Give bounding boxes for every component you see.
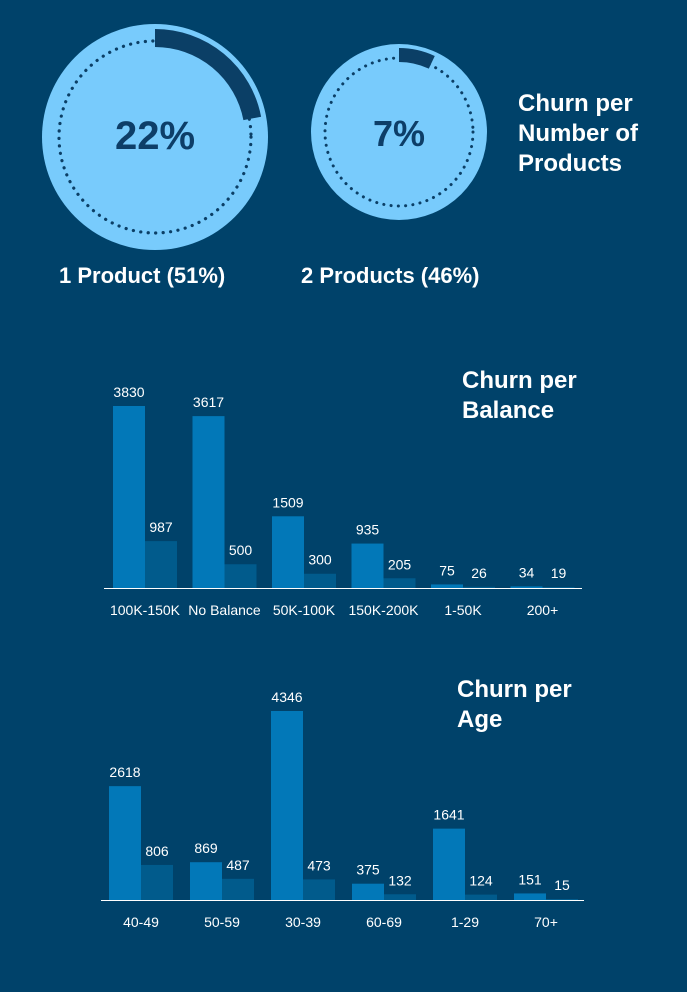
balance-bar-150k-200k-s1 bbox=[351, 543, 384, 588]
balance-bar-100k-150k-s1 bbox=[113, 406, 145, 588]
balance-tick-label: 150K-200K bbox=[348, 602, 419, 618]
age-data-label: 375 bbox=[356, 862, 380, 878]
balance-bar-1-50k-s1 bbox=[431, 584, 463, 588]
gauge-1-product: 22% bbox=[38, 23, 272, 251]
age-tick-label: 70+ bbox=[534, 914, 558, 930]
gauge-2-label: 2 Products (46%) bbox=[301, 263, 480, 288]
balance-data-label: 300 bbox=[308, 552, 332, 568]
age-data-label: 1641 bbox=[433, 807, 464, 823]
balance-title-line-2: Balance bbox=[462, 397, 555, 424]
balance-bar-50k-100k-s2 bbox=[304, 573, 336, 588]
age-data-label: 151 bbox=[518, 871, 542, 887]
products-title-line-2: Number of bbox=[518, 120, 638, 147]
balance-tick-label: 200+ bbox=[527, 602, 559, 618]
age-bar-70+-s2 bbox=[546, 899, 578, 900]
age-tick-label: 1-29 bbox=[451, 914, 479, 930]
balance-bar-50k-100k-s1 bbox=[272, 516, 304, 588]
products-title: Churn per Number of Products bbox=[518, 89, 638, 179]
gauge-2-arc bbox=[398, 48, 435, 69]
age-data-label: 15 bbox=[554, 877, 570, 893]
age-bar-1-29-s2 bbox=[465, 894, 497, 900]
age-bar-30-39-s2 bbox=[303, 879, 335, 900]
gauge-1-ring bbox=[42, 24, 268, 250]
age-tick-label: 60-69 bbox=[366, 914, 402, 930]
balance-data-label: 3830 bbox=[113, 384, 144, 400]
gauge-1-label: 1 Product (51%) bbox=[59, 263, 226, 288]
balance-data-label: 75 bbox=[439, 562, 455, 578]
age-data-label: 132 bbox=[388, 872, 412, 888]
balance-bar-150k-200k-s2 bbox=[383, 578, 416, 588]
age-bar-1-29-s1 bbox=[433, 828, 465, 900]
balance-bar-200+-s2 bbox=[542, 587, 575, 588]
balance-data-label: 205 bbox=[388, 556, 412, 572]
age-data-label: 4346 bbox=[271, 689, 302, 705]
age-bar-50-59-s2 bbox=[222, 878, 254, 900]
gauge-2-value: 7% bbox=[372, 113, 426, 154]
age-data-label: 806 bbox=[145, 843, 169, 859]
age-bar-60-69-s2 bbox=[384, 894, 416, 900]
products-title-line-3: Products bbox=[518, 150, 623, 177]
age-bar-40-49-s1 bbox=[109, 786, 141, 900]
age-tick-label: 50-59 bbox=[204, 914, 240, 930]
balance-tick-label: 50K-100K bbox=[273, 602, 336, 618]
age-bar-40-49-s2 bbox=[141, 864, 173, 900]
balance-tick-label: No Balance bbox=[188, 602, 261, 618]
balance-bar-200+-s1 bbox=[510, 586, 543, 588]
age-bar-30-39-s1 bbox=[271, 711, 303, 900]
balance-data-label: 34 bbox=[519, 564, 535, 580]
balance-data-label: 19 bbox=[551, 565, 567, 581]
age-title-line-2: Age bbox=[457, 706, 503, 733]
products-title-line-1: Churn per bbox=[518, 90, 633, 117]
gauge-2-ring bbox=[311, 44, 487, 220]
age-data-label: 473 bbox=[307, 857, 331, 873]
gauge-1-value: 22% bbox=[114, 114, 196, 158]
balance-chart-title: Churn per Balance bbox=[462, 366, 577, 426]
age-data-label: 869 bbox=[194, 840, 218, 856]
age-data-label: 2618 bbox=[109, 764, 140, 780]
balance-data-label: 3617 bbox=[193, 394, 224, 410]
balance-data-label: 935 bbox=[356, 522, 380, 538]
age-tick-label: 40-49 bbox=[123, 914, 159, 930]
balance-data-label: 1509 bbox=[272, 494, 303, 510]
gauge-2-products: 7% bbox=[307, 43, 491, 221]
balance-bar-no-balance-s1 bbox=[192, 416, 225, 588]
balance-bar-100k-150k-s2 bbox=[145, 541, 177, 588]
balance-title-line-1: Churn per bbox=[462, 367, 577, 394]
balance-tick-label: 1-50K bbox=[444, 602, 482, 618]
balance-data-label: 987 bbox=[149, 519, 173, 535]
balance-data-label: 26 bbox=[471, 565, 487, 581]
age-data-label: 487 bbox=[226, 857, 250, 873]
age-title-line-1: Churn per bbox=[457, 676, 572, 703]
age-chart-title: Churn per Age bbox=[457, 675, 572, 735]
balance-data-label: 500 bbox=[229, 542, 253, 558]
age-data-label: 124 bbox=[469, 873, 493, 889]
age-bar-50-59-s1 bbox=[190, 862, 222, 900]
age-bar-60-69-s1 bbox=[352, 883, 384, 900]
age-bar-70+-s1 bbox=[514, 893, 546, 900]
gauge-1-arc bbox=[154, 29, 262, 121]
age-tick-label: 30-39 bbox=[285, 914, 321, 930]
balance-bar-1-50k-s2 bbox=[463, 586, 495, 588]
balance-tick-label: 100K-150K bbox=[110, 602, 181, 618]
balance-bar-no-balance-s2 bbox=[224, 564, 257, 588]
